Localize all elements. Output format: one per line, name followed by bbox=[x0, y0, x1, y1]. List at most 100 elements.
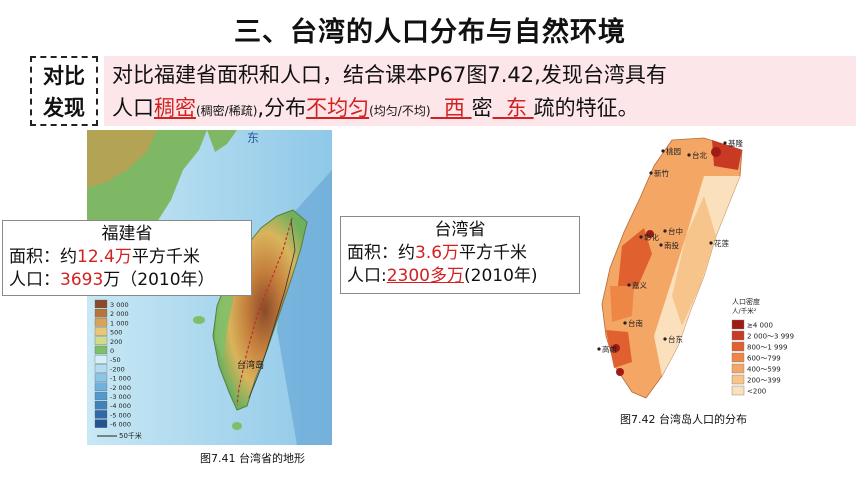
taiwan-area-row: 面积：约3.6万平方千米 bbox=[347, 242, 573, 265]
statement-line2: 人口稠密(稠密/稀疏),分布不均匀(均匀/不均) 西 密 东 疏的特征。 bbox=[112, 92, 639, 122]
city-dot bbox=[623, 321, 627, 325]
terrain-map-caption: 图7.41 台湾省的地形 bbox=[200, 452, 305, 465]
fujian-area-label: 面积：约 bbox=[9, 247, 77, 267]
city-dot bbox=[597, 347, 601, 351]
terrain-legend-swatch bbox=[94, 401, 108, 410]
answer-distribution: 不均匀 bbox=[306, 96, 370, 120]
taiwan-area-label: 面积：约 bbox=[347, 243, 415, 263]
density-legend-label: 800～1 999 bbox=[747, 344, 787, 352]
terrain-legend-swatch bbox=[94, 345, 108, 355]
fujian-area-value: 12.4万 bbox=[77, 247, 132, 267]
density-legend-swatch bbox=[731, 330, 745, 341]
taiwan-area-value: 3.6万 bbox=[415, 243, 460, 263]
density-legend-swatch bbox=[731, 341, 745, 352]
taiwan-area-unit: 平方千米 bbox=[459, 243, 528, 263]
terrain-legend-swatch bbox=[94, 299, 108, 309]
fujian-pop-unit: 万（2010年） bbox=[103, 270, 215, 290]
density-legend-label: 200～399 bbox=[747, 377, 781, 385]
compare-tag-line2: 发现 bbox=[43, 96, 85, 120]
city-label: 桃园 bbox=[666, 146, 681, 156]
density-map: 基隆 台北 桃园 新竹 台中 彰化 南投 嘉义 花莲 台南 台东 高雄 人口密度 人/千米² ≥4 000… bbox=[592, 136, 800, 404]
terrain-legend-swatch bbox=[94, 373, 108, 382]
answer-west: 西 bbox=[443, 96, 465, 120]
hint-distribution: (均匀/不均) bbox=[369, 104, 431, 118]
terrain-legend-label: -200 bbox=[110, 365, 125, 373]
taiwan-pop-row: 人口:2300多万(2010年) bbox=[347, 265, 573, 288]
city-dot bbox=[659, 243, 663, 247]
statement-text-c: 疏的特征。 bbox=[533, 96, 639, 120]
terrain-legend-label: -5 000 bbox=[110, 411, 131, 419]
taiwan-pop-label: 人口: bbox=[347, 266, 387, 286]
terrain-legend-label: 200 bbox=[110, 338, 122, 346]
compare-tag: 对比 发现 bbox=[30, 56, 98, 126]
terrain-legend-swatch bbox=[94, 336, 108, 345]
terrain-legend-label: -6 000 bbox=[110, 421, 131, 429]
statement-text-a: 人口 bbox=[112, 96, 154, 120]
city-dot bbox=[663, 229, 667, 233]
mid-word: 密 bbox=[471, 96, 493, 120]
terrain-legend-swatch bbox=[94, 364, 108, 373]
answer-density: 稠密 bbox=[154, 96, 196, 120]
density-legend-swatch bbox=[731, 374, 745, 385]
city-label: 台中 bbox=[668, 226, 683, 236]
fujian-name: 福建省 bbox=[101, 224, 153, 244]
city-dot bbox=[639, 235, 643, 239]
terrain-label-island: 台湾岛 bbox=[237, 359, 264, 371]
terrain-legend-label: 500 bbox=[110, 329, 122, 337]
density-legend-swatch bbox=[731, 352, 745, 363]
terrain-legend-label: 1 000 bbox=[110, 319, 129, 327]
terrain-legend-label: -3 000 bbox=[110, 393, 131, 401]
city-label: 花莲 bbox=[714, 238, 729, 248]
fujian-area-row: 面积：约12.4万平方千米 bbox=[9, 246, 245, 269]
city-dot bbox=[649, 171, 653, 175]
taiwan-name: 台湾省 bbox=[434, 220, 486, 240]
fujian-pop-row: 人口：3693万（2010年） bbox=[9, 269, 245, 292]
city-label: 嘉义 bbox=[632, 280, 647, 290]
city-dot bbox=[687, 153, 691, 157]
terrain-legend-swatch bbox=[94, 318, 108, 327]
terrain-legend-label: 3 000 bbox=[110, 301, 129, 309]
city-label: 南投 bbox=[664, 240, 679, 250]
answer-west-blank: 西 bbox=[431, 96, 472, 120]
city-dot bbox=[663, 337, 667, 341]
terrain-legend-label: 0 bbox=[110, 347, 114, 355]
terrain-legend-swatch bbox=[94, 382, 108, 391]
density-legend-swatch bbox=[731, 363, 745, 374]
density-legend-label: 600～799 bbox=[747, 355, 781, 363]
slide-title: 三、台湾的人口分布与自然环境 bbox=[234, 17, 626, 48]
density-legend-label: 2 000～3 999 bbox=[747, 333, 794, 341]
city-label: 彰化 bbox=[644, 232, 659, 242]
terrain-legend-label: -2 000 bbox=[110, 384, 131, 392]
city-dot bbox=[661, 149, 665, 153]
taiwan-pop-unit: (2010年) bbox=[464, 266, 538, 286]
answer-east: 东 bbox=[505, 96, 527, 120]
fujian-pop-label: 人口： bbox=[9, 270, 60, 290]
statement-text-b: ,分布 bbox=[257, 96, 307, 120]
city-dot bbox=[709, 241, 713, 245]
terrain-legend-swatch bbox=[94, 355, 108, 364]
city-label: 基隆 bbox=[728, 138, 743, 148]
density-map-caption: 图7.42 台湾岛人口的分布 bbox=[620, 413, 747, 426]
fujian-infobox: 福建省 面积：约12.4万平方千米 人口：3693万（2010年） bbox=[2, 220, 252, 296]
city-label: 台南 bbox=[628, 318, 643, 328]
terrain-legend-label: 2 000 bbox=[110, 310, 129, 318]
terrain-legend-label: -4 000 bbox=[110, 402, 131, 410]
density-legend-title: 人口密度 bbox=[732, 297, 760, 306]
fujian-pop-value: 3693 bbox=[60, 270, 104, 290]
answer-east-blank: 东 bbox=[493, 96, 534, 120]
terrain-legend-label: -50 bbox=[110, 356, 121, 364]
city-label: 台东 bbox=[668, 334, 683, 344]
terrain-legend-swatch bbox=[94, 419, 108, 428]
statement-band bbox=[104, 56, 856, 126]
terrain-label-east-sea: 东 bbox=[247, 131, 259, 145]
hint-density: (稠密/稀疏) bbox=[196, 104, 258, 118]
terrain-scale-label: 50千米 bbox=[119, 431, 142, 440]
terrain-legend-label: -1 000 bbox=[110, 375, 131, 383]
density-legend-swatch bbox=[731, 319, 745, 330]
taiwan-pop-value: 2300多万 bbox=[386, 266, 464, 286]
city-dot bbox=[723, 141, 727, 145]
city-dot bbox=[627, 283, 631, 287]
